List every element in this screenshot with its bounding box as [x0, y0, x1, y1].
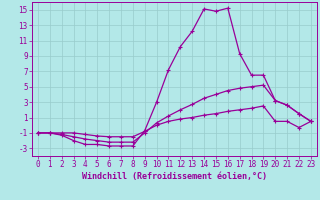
- X-axis label: Windchill (Refroidissement éolien,°C): Windchill (Refroidissement éolien,°C): [82, 172, 267, 181]
